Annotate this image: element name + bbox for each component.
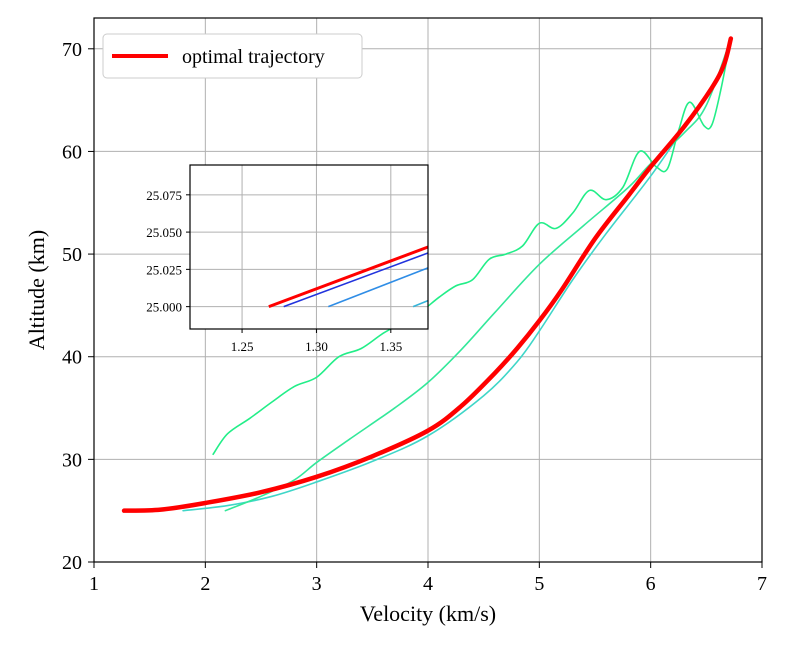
x-tick-label: 4 <box>423 573 433 595</box>
inset-series-line-light-blue <box>328 267 429 308</box>
main-series <box>121 36 734 513</box>
inset-ticks: 1.25 1.30 1.35 25.000 25.025 25.050 25.075 <box>146 188 402 354</box>
y-tick-label: 50 <box>62 244 82 266</box>
inset-series <box>268 245 429 309</box>
legend-box <box>102 33 363 79</box>
x-axis-label: Velocity (km/s) <box>360 601 496 626</box>
inset-grid <box>190 165 428 329</box>
inset-x-tick-label: 1.30 <box>305 339 328 354</box>
inset-x-tick-label: 1.35 <box>379 339 402 354</box>
inset-frame <box>189 164 429 330</box>
x-tick-label: 1 <box>89 573 99 595</box>
inset-y-tick-label: 25.075 <box>146 188 182 203</box>
y-tick-label: 30 <box>62 449 82 471</box>
inset-x-tick-label: 1.25 <box>231 339 254 354</box>
y-tick-label: 20 <box>62 552 82 574</box>
y-tick-label: 70 <box>62 39 82 61</box>
main-ticks: 1 2 3 4 5 6 7 20 30 40 50 60 70 <box>62 39 767 595</box>
y-tick-label: 60 <box>62 141 82 163</box>
x-tick-label: 2 <box>200 573 210 595</box>
inset-series-line-blue <box>283 252 429 308</box>
inset-y-tick-label: 25.050 <box>146 225 182 240</box>
legend-label-optimal: optimal trajectory <box>182 46 325 68</box>
x-tick-label: 3 <box>312 573 322 595</box>
series-line-optimal-trajectory <box>121 36 734 513</box>
inset-series-line-cyan <box>412 299 429 308</box>
x-tick-label: 6 <box>646 573 656 595</box>
y-tick-label: 40 <box>62 347 82 369</box>
inset-chart: 1.25 1.30 1.35 25.000 25.025 25.050 25.075 <box>146 164 429 354</box>
y-axis-label: Altitude (km) <box>24 230 49 350</box>
x-tick-label: 7 <box>757 573 767 595</box>
inset-series-line-optimal <box>268 245 429 309</box>
inset-background <box>190 165 428 329</box>
legend: optimal trajectory <box>102 33 363 79</box>
x-tick-label: 5 <box>534 573 544 595</box>
inset-y-tick-label: 25.025 <box>146 262 182 277</box>
inset-y-tick-label: 25.000 <box>146 300 182 315</box>
